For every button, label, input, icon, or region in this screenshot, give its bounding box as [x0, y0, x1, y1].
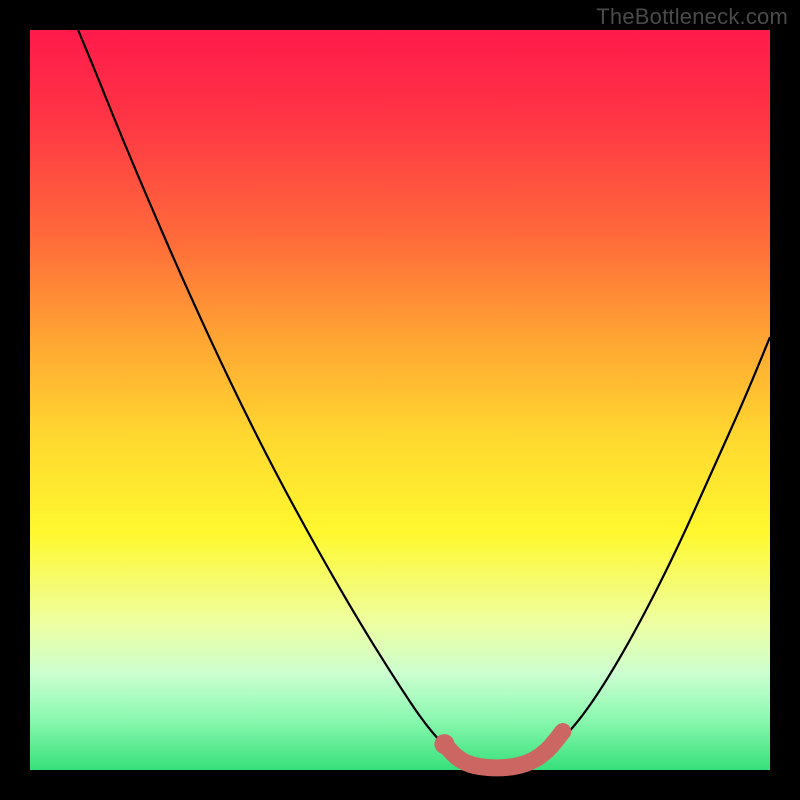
watermark-text: TheBottleneck.com — [596, 4, 788, 30]
bottleneck-curve-chart — [0, 0, 800, 800]
chart-stage: TheBottleneck.com — [0, 0, 800, 800]
optimal-point-marker — [434, 734, 454, 754]
